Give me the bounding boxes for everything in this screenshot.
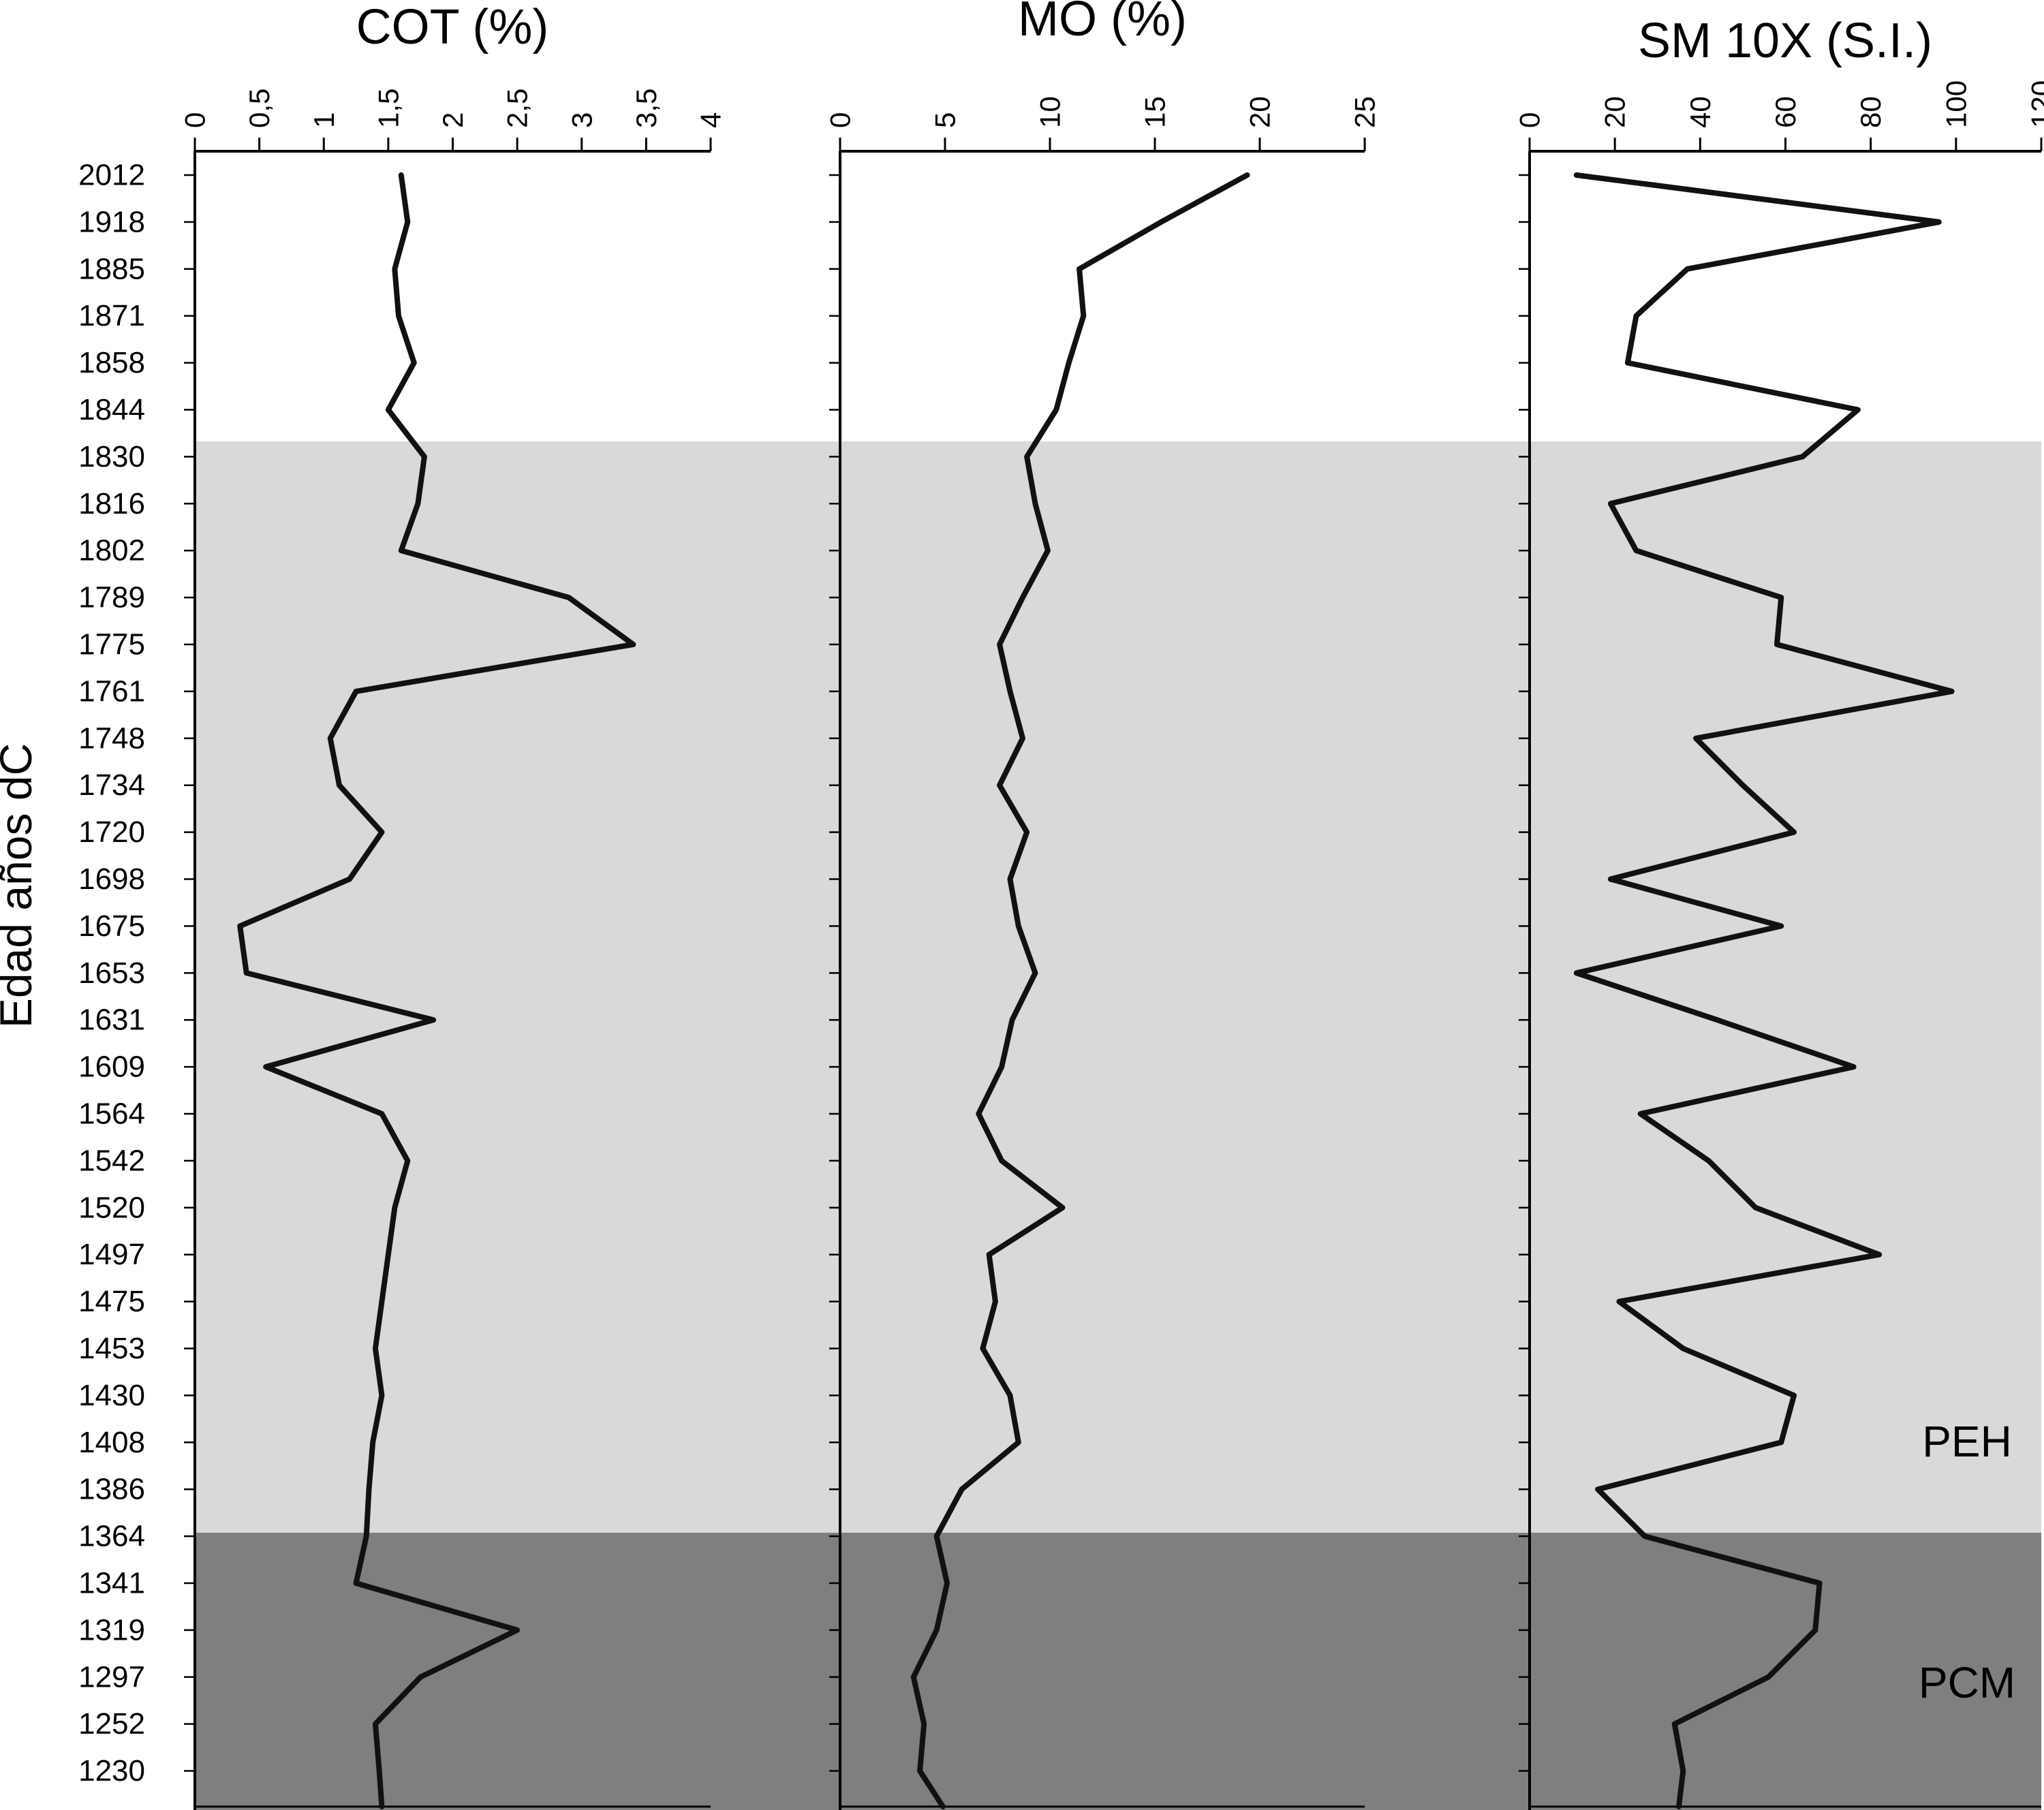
age-label: 1698	[78, 862, 145, 896]
mo-x-tick-label: 5	[929, 112, 961, 128]
mo-x-tick-label: 0	[824, 112, 856, 128]
mo-series-line	[910, 172, 1250, 1809]
sm-x-tick-label: 80	[1855, 96, 1887, 128]
mo-x-tick-label: 25	[1349, 96, 1381, 128]
age-label: 1720	[78, 815, 145, 849]
age-label: 1918	[78, 205, 145, 238]
sm-x-tick-label: 40	[1684, 96, 1716, 128]
age-label: 1386	[78, 1473, 145, 1506]
panel-title-sm: SM 10X (S.I.)	[1638, 14, 1932, 68]
mo-x-tick-label: 10	[1034, 96, 1066, 128]
age-label: 1520	[78, 1191, 145, 1224]
generated-chart-graphics: 2012191818851871185818441830181618021789…	[78, 80, 2044, 1810]
cot-x-tick-label: 3	[566, 112, 598, 128]
cot-x-tick-label: 1,5	[372, 89, 404, 128]
cot-x-tick-label: 3,5	[630, 89, 662, 128]
mo-x-tick-label: 15	[1139, 96, 1171, 128]
static-labels: COT (%) MO (%) SM 10X (S.I.) Edad años d…	[0, 0, 2015, 1707]
y-axis-title: Edad años dC	[0, 743, 41, 1028]
band-label-peh: PEH	[1922, 1417, 2012, 1466]
age-label: 1453	[78, 1332, 145, 1365]
cot-series-line	[237, 172, 636, 1809]
age-label: 1542	[78, 1144, 145, 1177]
age-label: 1430	[78, 1379, 145, 1412]
sm-x-tick-label: 60	[1769, 96, 1801, 128]
age-label: 1341	[78, 1567, 145, 1600]
age-label: 1675	[78, 909, 145, 943]
age-label: 1748	[78, 721, 145, 755]
cot-x-tick-label: 2,5	[501, 89, 533, 128]
age-label: 1858	[78, 346, 145, 379]
age-label: 1816	[78, 487, 145, 520]
age-label: 1734	[78, 768, 145, 802]
age-label: 1364	[78, 1520, 145, 1553]
band-label-pcm: PCM	[1919, 1658, 2015, 1707]
cot-x-tick-label: 1	[308, 112, 340, 128]
age-label: 1761	[78, 674, 145, 708]
age-label: 1609	[78, 1050, 145, 1084]
sm-series-line	[1573, 172, 1955, 1809]
age-label: 1775	[78, 628, 145, 661]
sm-x-tick-label: 100	[1940, 80, 1972, 128]
sm-x-tick-label: 120	[2026, 80, 2044, 128]
sm-x-tick-label: 0	[1514, 112, 1546, 128]
age-label: 1497	[78, 1238, 145, 1271]
age-label: 1653	[78, 956, 145, 990]
age-label: 1871	[78, 299, 145, 332]
age-label: 1230	[78, 1754, 145, 1788]
cot-x-tick-label: 2	[437, 112, 469, 128]
band-peh	[195, 441, 2041, 1533]
age-label: 1564	[78, 1097, 145, 1131]
panel-title-mo: MO (%)	[1018, 0, 1187, 46]
panel-title-cot: COT (%)	[356, 0, 549, 54]
age-label: 1408	[78, 1426, 145, 1459]
cot-x-tick-label: 0	[179, 112, 211, 128]
cot-x-tick-label: 4	[695, 112, 727, 128]
age-label: 1830	[78, 440, 145, 473]
age-label: 1252	[78, 1707, 145, 1741]
sm-x-tick-label: 20	[1599, 96, 1631, 128]
age-label: 2012	[78, 159, 145, 192]
age-label: 1631	[78, 1003, 145, 1037]
age-label: 1789	[78, 581, 145, 614]
cot-x-tick-label: 0,5	[243, 89, 275, 128]
mo-x-tick-label: 20	[1244, 96, 1276, 128]
age-label: 1844	[78, 393, 145, 426]
age-label: 1319	[78, 1613, 145, 1647]
band-pcm	[195, 1533, 2041, 1810]
age-label: 1802	[78, 534, 145, 567]
age-label: 1885	[78, 252, 145, 285]
age-label: 1475	[78, 1285, 145, 1318]
age-label: 1297	[78, 1660, 145, 1694]
